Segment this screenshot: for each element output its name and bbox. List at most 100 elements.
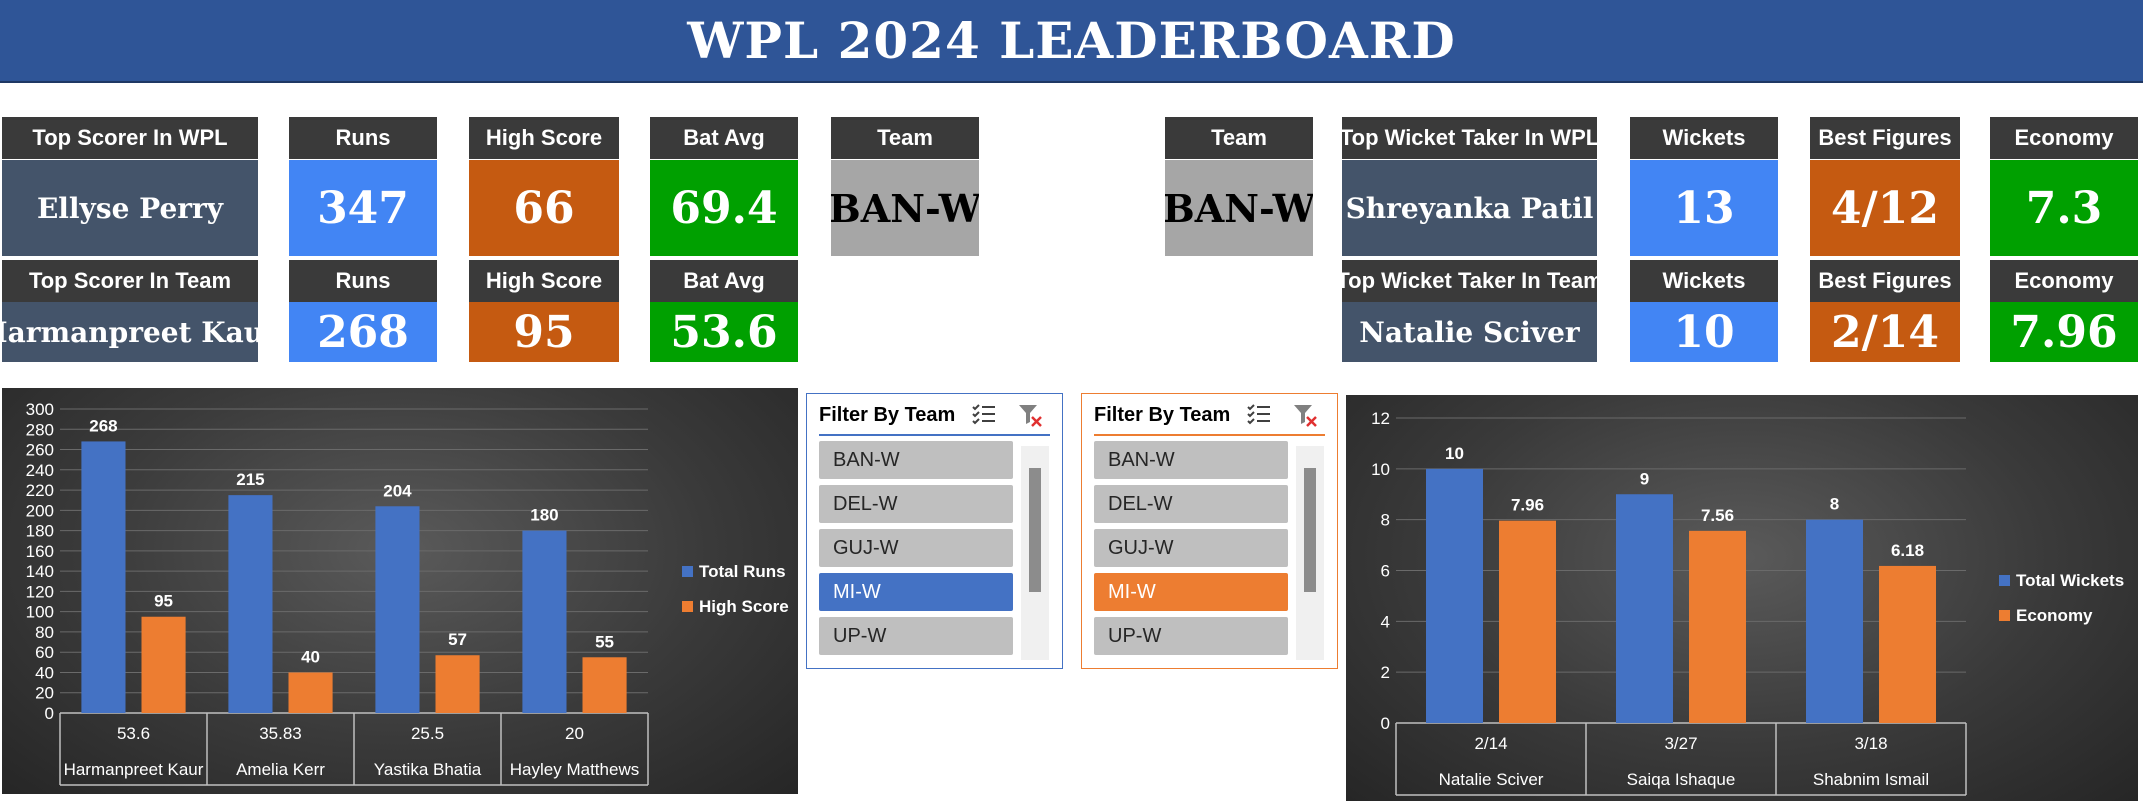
data-label: 7.56 bbox=[1701, 506, 1734, 525]
clear-filter-icon[interactable] bbox=[1017, 402, 1043, 428]
slicer-item-ban-w[interactable]: BAN-W bbox=[1094, 441, 1288, 479]
x-category-label: Amelia Kerr bbox=[236, 760, 325, 779]
x-category-label: Saiqa Ishaque bbox=[1627, 770, 1736, 789]
top-scorer-team-label: Top Scorer In Team bbox=[2, 260, 258, 302]
y-tick-label: 180 bbox=[26, 522, 54, 541]
slicer-item-guj-w[interactable]: GUJ-W bbox=[1094, 529, 1288, 567]
slicer-item-mi-w[interactable]: MI-W bbox=[819, 573, 1013, 611]
bowling-chart: 0 2 4 6 8 10 12 10 7.96 2/14 Natalie Sciver 9 7.56 3/… bbox=[1346, 395, 2138, 801]
team-runs-label: Runs bbox=[289, 260, 437, 302]
data-label: 10 bbox=[1445, 444, 1464, 463]
wpl-economy-value: 7.3 bbox=[1990, 160, 2138, 256]
team-runs-value: 268 bbox=[289, 302, 437, 362]
y-tick-label: 0 bbox=[1381, 714, 1390, 733]
y-tick-label: 160 bbox=[26, 542, 54, 561]
y-tick-label: 120 bbox=[26, 582, 54, 601]
top-scorer-wpl-label: Top Scorer In WPL bbox=[2, 117, 258, 159]
y-tick-label: 220 bbox=[26, 481, 54, 500]
wpl-runs-value: 347 bbox=[289, 160, 437, 256]
top-wicket-taker-team-name: Natalie Sciver bbox=[1342, 302, 1597, 362]
bar-high-score bbox=[141, 616, 186, 713]
batting-team-label: Team bbox=[831, 117, 979, 159]
team-wickets-label: Wickets bbox=[1630, 260, 1778, 302]
y-tick-label: 280 bbox=[26, 420, 54, 439]
slicer-title: Filter By Team bbox=[819, 404, 956, 426]
bar-economy bbox=[1499, 520, 1556, 723]
legend-swatch bbox=[682, 566, 693, 577]
bar-economy bbox=[1879, 565, 1936, 723]
clear-filter-icon[interactable] bbox=[1292, 402, 1318, 428]
bar-total-runs bbox=[228, 495, 273, 713]
bowling-chart-svg: 0 2 4 6 8 10 12 10 7.96 2/14 Natalie Sciver 9 7.56 3/… bbox=[1371, 409, 2124, 796]
bar-total-wickets bbox=[1426, 468, 1483, 723]
bar-economy bbox=[1689, 530, 1746, 723]
bar-total-runs bbox=[522, 530, 567, 713]
team-best-figures-label: Best Figures bbox=[1810, 260, 1960, 302]
wpl-runs-label: Runs bbox=[289, 117, 437, 159]
legend-swatch bbox=[1999, 575, 2010, 586]
multi-select-icon[interactable] bbox=[1246, 402, 1272, 428]
wpl-economy-label: Economy bbox=[1990, 117, 2138, 159]
team-best-figures-value: 2/14 bbox=[1810, 302, 1960, 362]
x-category-label: Yastika Bhatia bbox=[374, 760, 482, 779]
x-category-label: Natalie Sciver bbox=[1439, 770, 1544, 789]
multi-select-icon[interactable] bbox=[971, 402, 997, 428]
y-tick-label: 20 bbox=[35, 684, 54, 703]
page-title: WPL 2024 LEADERBOARD bbox=[687, 11, 1456, 70]
legend-entry: Total Runs bbox=[699, 562, 786, 581]
slicer-item-guj-w[interactable]: GUJ-W bbox=[819, 529, 1013, 567]
y-tick-label: 8 bbox=[1381, 511, 1390, 530]
team-high-score-label: High Score bbox=[469, 260, 619, 302]
y-tick-label: 40 bbox=[35, 663, 54, 682]
slicer-item-up-w[interactable]: UP-W bbox=[1094, 617, 1288, 655]
bar-total-runs bbox=[375, 506, 420, 713]
top-wicket-taker-team-label: Top Wicket Taker In Team bbox=[1342, 260, 1597, 302]
x-sub-label: 3/18 bbox=[1854, 734, 1887, 753]
legend-entry: Total Wickets bbox=[2016, 571, 2124, 590]
y-tick-label: 10 bbox=[1371, 460, 1390, 479]
team-high-score-value: 95 bbox=[469, 302, 619, 362]
y-tick-label: 12 bbox=[1371, 409, 1390, 428]
x-category-label: Shabnim Ismail bbox=[1813, 770, 1929, 789]
wpl-wickets-value: 13 bbox=[1630, 160, 1778, 256]
bar-total-wickets bbox=[1616, 494, 1673, 723]
legend-swatch bbox=[682, 601, 693, 612]
slicer-item-mi-w[interactable]: MI-W bbox=[1094, 573, 1288, 611]
y-tick-label: 4 bbox=[1381, 612, 1390, 631]
bar-high-score bbox=[435, 655, 480, 713]
team-bat-avg-label: Bat Avg bbox=[650, 260, 798, 302]
wpl-high-score-value: 66 bbox=[469, 160, 619, 256]
slicer-item-up-w[interactable]: UP-W bbox=[819, 617, 1013, 655]
team-bat-avg-value: 53.6 bbox=[650, 302, 798, 362]
slicer-scrollbar-thumb[interactable] bbox=[1304, 468, 1316, 592]
y-tick-label: 100 bbox=[26, 603, 54, 622]
data-label: 55 bbox=[595, 632, 614, 651]
data-label: 7.96 bbox=[1511, 496, 1544, 515]
slicer-item-del-w[interactable]: DEL-W bbox=[1094, 485, 1288, 523]
y-tick-label: 300 bbox=[26, 400, 54, 419]
y-tick-label: 6 bbox=[1381, 562, 1390, 581]
legend-swatch bbox=[1999, 610, 2010, 621]
data-label: 57 bbox=[448, 630, 467, 649]
data-label: 40 bbox=[301, 647, 320, 666]
slicer-item-del-w[interactable]: DEL-W bbox=[819, 485, 1013, 523]
legend-entry: Economy bbox=[2016, 606, 2093, 625]
data-label: 268 bbox=[89, 416, 117, 435]
x-sub-label: 2/14 bbox=[1474, 734, 1507, 753]
slicer-title: Filter By Team bbox=[1094, 404, 1231, 426]
team-economy-value: 7.96 bbox=[1990, 302, 2138, 362]
data-label: 204 bbox=[383, 481, 412, 500]
y-tick-label: 0 bbox=[45, 704, 54, 723]
y-tick-label: 260 bbox=[26, 441, 54, 460]
slicer-header-underline bbox=[819, 434, 1050, 436]
data-label: 180 bbox=[530, 506, 558, 525]
bar-high-score bbox=[288, 672, 333, 713]
title-banner: WPL 2024 LEADERBOARD bbox=[0, 0, 2143, 83]
slicer-header-underline bbox=[1094, 434, 1325, 436]
y-tick-label: 140 bbox=[26, 562, 54, 581]
wpl-best-figures-value: 4/12 bbox=[1810, 160, 1960, 256]
data-label: 9 bbox=[1640, 469, 1649, 488]
slicer-scrollbar-thumb[interactable] bbox=[1029, 468, 1041, 592]
slicer-item-ban-w[interactable]: BAN-W bbox=[819, 441, 1013, 479]
data-label: 6.18 bbox=[1891, 541, 1924, 560]
